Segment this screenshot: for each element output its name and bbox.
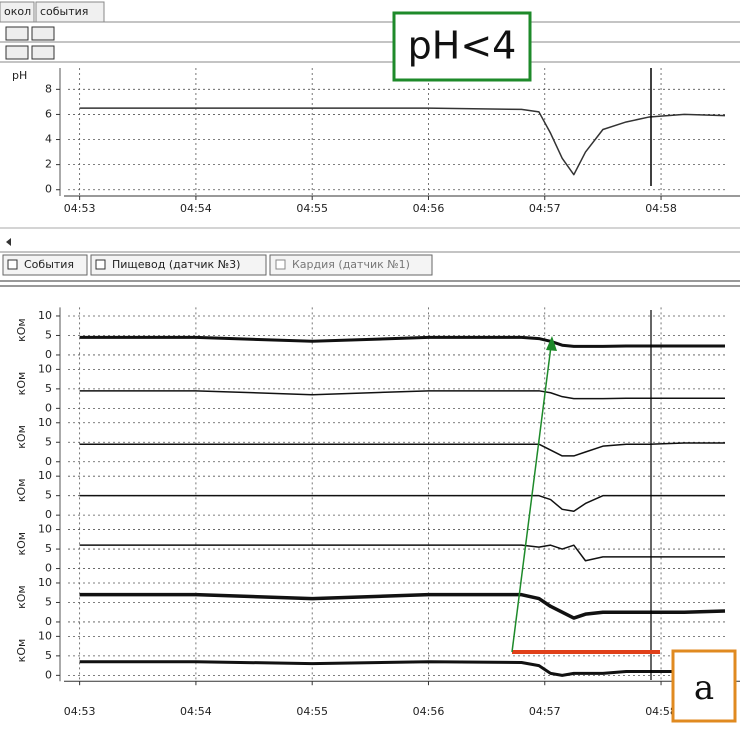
x-tick-label: 04:57 xyxy=(529,202,561,215)
y-axis-label: кОм xyxy=(15,639,28,663)
panel-label: a xyxy=(694,668,714,708)
x-tick-label: 04:53 xyxy=(64,202,96,215)
y-tick-label: 10 xyxy=(38,576,52,589)
checkbox[interactable] xyxy=(275,259,286,270)
y-tick-label: 0 xyxy=(45,455,52,468)
checkbox[interactable] xyxy=(7,259,18,270)
y-tick-label: 8 xyxy=(45,82,52,95)
y-tick-label: 0 xyxy=(45,615,52,628)
y-tick-label: 0 xyxy=(45,508,52,521)
x-tick-label: 04:58 xyxy=(645,705,677,718)
y-axis-label: pH xyxy=(12,69,27,82)
data-line xyxy=(79,442,725,457)
panel-label-box xyxy=(671,649,737,723)
arrow xyxy=(511,345,552,653)
checkbox[interactable] xyxy=(95,259,106,270)
y-tick-label: 0 xyxy=(45,348,52,361)
y-tick-label: 10 xyxy=(38,469,52,482)
x-tick-label: 04:58 xyxy=(645,202,677,215)
tab-label: окол xyxy=(4,5,31,18)
icon-button[interactable] xyxy=(31,26,55,41)
y-tick-label: 4 xyxy=(45,133,52,146)
plots: 04:53 04:54 04:55 04:56 04:57 04:58 0 2 4 6 8 pH 04:… xyxy=(12,68,740,718)
x-tick-label: 04:54 xyxy=(180,202,212,215)
y-tick-label: 5 xyxy=(45,649,52,662)
annotation-box xyxy=(392,11,532,82)
y-tick-label: 0 xyxy=(45,668,52,681)
tab-label: события xyxy=(40,5,88,18)
tab-label: События xyxy=(24,258,74,271)
tab[interactable] xyxy=(269,254,433,276)
y-axis-label: кОм xyxy=(15,585,28,609)
y-tick-label: 10 xyxy=(38,362,52,375)
y-tick-label: 10 xyxy=(38,416,52,429)
x-tick-label: 04:53 xyxy=(64,705,96,718)
y-tick-label: 0 xyxy=(45,183,52,196)
x-tick-label: 04:55 xyxy=(296,705,328,718)
y-tick-label: 5 xyxy=(45,382,52,395)
y-tick-label: 6 xyxy=(45,107,52,120)
y-tick-label: 5 xyxy=(45,489,52,502)
y-tick-label: 5 xyxy=(45,595,52,608)
x-tick-label: 04:54 xyxy=(180,705,212,718)
scroll-arrow[interactable] xyxy=(6,238,11,246)
y-axis-label: кОм xyxy=(15,478,28,502)
y-tick-label: 5 xyxy=(45,435,52,448)
y-tick-label: 0 xyxy=(45,562,52,575)
y-tick-label: 5 xyxy=(45,542,52,555)
data-line xyxy=(79,390,725,400)
tab[interactable] xyxy=(2,254,88,276)
tab-label: Пищевод (датчик №3) xyxy=(112,258,240,271)
y-tick-label: 0 xyxy=(45,401,52,414)
tab-label: Кардия (датчик №1) xyxy=(292,258,410,271)
data-line xyxy=(79,335,725,348)
y-axis-label: кОм xyxy=(15,372,28,396)
x-tick-label: 04:57 xyxy=(529,705,561,718)
data-line xyxy=(79,544,725,562)
icon-button[interactable] xyxy=(5,45,29,60)
data-line xyxy=(79,660,726,677)
data-line xyxy=(79,107,726,176)
y-axis-label: кОм xyxy=(15,318,28,342)
x-tick-label: 04:55 xyxy=(296,202,328,215)
y-tick-label: 5 xyxy=(45,328,52,341)
x-tick-label: 04:56 xyxy=(413,705,445,718)
y-tick-label: 10 xyxy=(38,629,52,642)
y-tick-label: 2 xyxy=(45,158,52,171)
y-tick-label: 10 xyxy=(38,523,52,536)
y-tick-label: 10 xyxy=(38,309,52,322)
x-tick-label: 04:56 xyxy=(413,202,445,215)
y-axis-label: кОм xyxy=(15,532,28,556)
data-line xyxy=(79,592,726,620)
icon-button[interactable] xyxy=(5,26,29,41)
icon-button[interactable] xyxy=(31,45,55,60)
tab[interactable] xyxy=(90,254,267,276)
data-line xyxy=(79,494,725,513)
y-axis-label: кОм xyxy=(15,425,28,449)
arrow-head xyxy=(546,336,557,351)
annotation: pH<4 xyxy=(408,24,517,68)
